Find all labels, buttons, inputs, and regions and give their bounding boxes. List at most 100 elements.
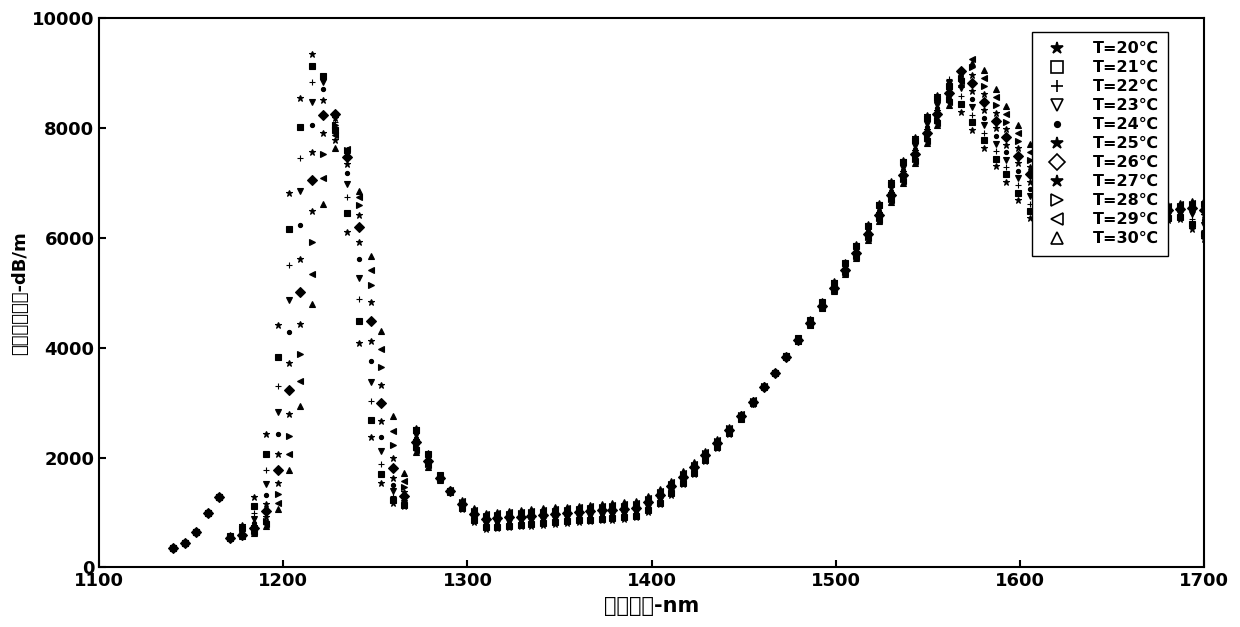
- T=28℃: [165, 544, 180, 552]
- T=25℃: [479, 517, 494, 525]
- T=30℃: [1197, 196, 1211, 204]
- T=27℃: [304, 207, 319, 214]
- T=27℃: [479, 514, 494, 521]
- T=24℃: [1161, 209, 1176, 217]
- T=23℃: [895, 164, 910, 171]
- T=30℃: [1034, 160, 1049, 167]
- T=27℃: [884, 193, 899, 201]
- Line: T=29℃: T=29℃: [170, 56, 1207, 551]
- Line: T=20℃: T=20℃: [170, 51, 1208, 552]
- T=28℃: [965, 64, 980, 71]
- T=26℃: [884, 191, 899, 199]
- T=22℃: [316, 73, 331, 81]
- T=21℃: [1197, 231, 1211, 238]
- T=28℃: [1197, 200, 1211, 208]
- Line: T=22℃: T=22℃: [170, 75, 1207, 551]
- T=29℃: [884, 197, 899, 204]
- T=25℃: [1058, 234, 1073, 241]
- T=26℃: [1058, 227, 1073, 234]
- X-axis label: 共振波长-nm: 共振波长-nm: [604, 596, 699, 616]
- T=23℃: [1058, 243, 1073, 251]
- Line: T=25℃: T=25℃: [170, 69, 1208, 552]
- T=28℃: [479, 512, 494, 520]
- T=21℃: [490, 523, 505, 530]
- T=30℃: [1058, 198, 1073, 206]
- T=23℃: [165, 544, 180, 552]
- T=29℃: [1034, 167, 1049, 175]
- T=26℃: [304, 177, 319, 184]
- T=24℃: [1197, 216, 1211, 223]
- T=26℃: [1197, 206, 1211, 213]
- T=25℃: [1161, 208, 1176, 216]
- T=26℃: [954, 67, 968, 75]
- T=20℃: [1058, 245, 1073, 252]
- Line: T=28℃: T=28℃: [170, 65, 1207, 551]
- T=23℃: [304, 98, 319, 106]
- T=20℃: [1197, 236, 1211, 243]
- T=27℃: [1161, 205, 1176, 213]
- T=27℃: [1058, 219, 1073, 227]
- T=28℃: [1161, 204, 1176, 211]
- Line: T=30℃: T=30℃: [170, 60, 1207, 551]
- T=28℃: [884, 195, 899, 203]
- T=20℃: [1161, 216, 1176, 224]
- T=27℃: [954, 71, 968, 78]
- T=24℃: [884, 187, 899, 194]
- T=30℃: [479, 508, 494, 516]
- T=22℃: [1197, 226, 1211, 233]
- T=30℃: [884, 198, 899, 206]
- T=21℃: [1161, 214, 1176, 222]
- T=26℃: [165, 544, 180, 552]
- T=22℃: [490, 521, 505, 529]
- T=20℃: [316, 73, 331, 81]
- T=29℃: [965, 56, 980, 63]
- T=27℃: [1034, 182, 1049, 189]
- T=26℃: [1034, 189, 1049, 197]
- T=22℃: [1034, 218, 1049, 226]
- T=20℃: [304, 50, 319, 58]
- T=21℃: [165, 544, 180, 552]
- T=24℃: [165, 544, 180, 552]
- T=21℃: [316, 72, 331, 80]
- T=22℃: [304, 78, 319, 86]
- T=21℃: [304, 63, 319, 70]
- T=24℃: [304, 122, 319, 129]
- T=25℃: [1197, 211, 1211, 218]
- T=20℃: [1034, 232, 1049, 240]
- T=22℃: [165, 544, 180, 552]
- T=22℃: [1058, 243, 1073, 251]
- T=28℃: [304, 238, 319, 246]
- T=21℃: [1034, 225, 1049, 233]
- T=23℃: [1197, 221, 1211, 228]
- Line: T=27℃: T=27℃: [170, 71, 1208, 552]
- T=29℃: [479, 510, 494, 518]
- T=29℃: [1161, 203, 1176, 210]
- T=20℃: [490, 524, 505, 532]
- Line: T=23℃: T=23℃: [170, 79, 1207, 551]
- T=28℃: [1034, 175, 1049, 182]
- T=26℃: [479, 515, 494, 523]
- T=30℃: [304, 301, 319, 308]
- T=21℃: [1058, 244, 1073, 251]
- T=23℃: [1161, 211, 1176, 219]
- Line: T=21℃: T=21℃: [170, 63, 1208, 552]
- T=30℃: [965, 59, 980, 66]
- T=25℃: [884, 189, 899, 196]
- T=25℃: [304, 148, 319, 155]
- T=20℃: [165, 544, 180, 552]
- T=30℃: [165, 544, 180, 552]
- T=21℃: [895, 159, 910, 166]
- T=23℃: [1034, 211, 1049, 219]
- T=28℃: [1058, 213, 1073, 220]
- T=29℃: [304, 270, 319, 277]
- T=25℃: [954, 69, 968, 76]
- Line: T=24℃: T=24℃: [169, 76, 1208, 552]
- T=20℃: [895, 155, 910, 163]
- Y-axis label: 光强损失光谱-dB/m: 光强损失光谱-dB/m: [11, 231, 29, 355]
- T=29℃: [165, 544, 180, 552]
- T=26℃: [1161, 206, 1176, 214]
- T=24℃: [1034, 204, 1049, 211]
- Legend: T=20℃, T=21℃, T=22℃, T=23℃, T=24℃, T=25℃, T=26℃, T=27℃, T=28℃, T=29℃, T=30℃: T=20℃, T=21℃, T=22℃, T=23℃, T=24℃, T=25℃…: [1032, 31, 1168, 256]
- T=29℃: [1197, 198, 1211, 206]
- T=24℃: [1058, 241, 1073, 248]
